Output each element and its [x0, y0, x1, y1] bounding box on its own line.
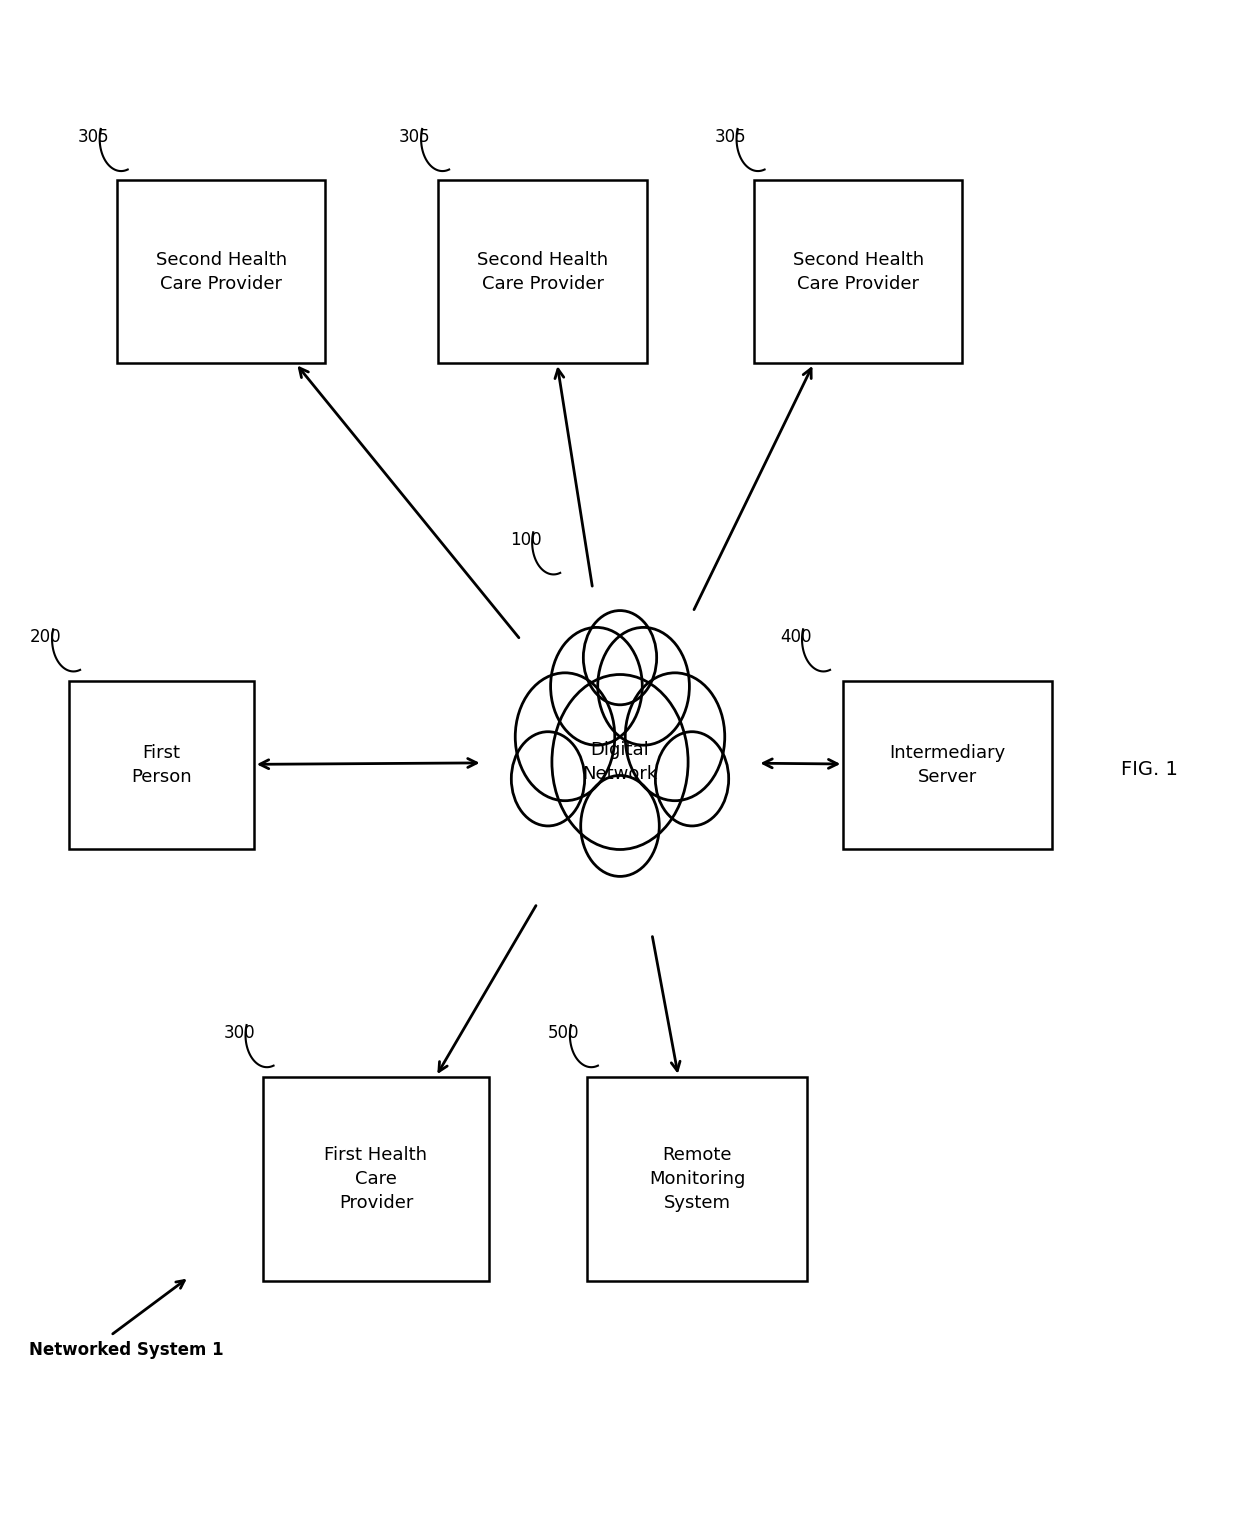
Text: FIG. 1: FIG. 1 [1121, 760, 1178, 779]
Text: 400: 400 [780, 628, 811, 646]
Ellipse shape [583, 611, 657, 704]
Text: 100: 100 [510, 530, 542, 549]
Ellipse shape [656, 732, 729, 826]
Text: 500: 500 [548, 1024, 579, 1042]
Text: First Health
Care
Provider: First Health Care Provider [325, 1146, 428, 1212]
Ellipse shape [625, 672, 724, 800]
FancyBboxPatch shape [843, 681, 1052, 849]
FancyBboxPatch shape [69, 681, 254, 849]
Text: 300: 300 [223, 1024, 255, 1042]
Text: 305: 305 [77, 128, 109, 146]
Text: Second Health
Care Provider: Second Health Care Provider [792, 251, 924, 293]
Text: 305: 305 [399, 128, 430, 146]
Ellipse shape [511, 732, 584, 826]
Text: Remote
Monitoring
System: Remote Monitoring System [650, 1146, 745, 1212]
Text: Intermediary
Server: Intermediary Server [889, 744, 1006, 786]
FancyBboxPatch shape [439, 180, 647, 363]
FancyBboxPatch shape [754, 180, 962, 363]
FancyBboxPatch shape [588, 1076, 807, 1282]
FancyBboxPatch shape [263, 1076, 489, 1282]
Ellipse shape [552, 675, 688, 849]
Ellipse shape [598, 628, 689, 745]
Text: Second Health
Care Provider: Second Health Care Provider [477, 251, 608, 293]
Ellipse shape [551, 628, 642, 745]
Text: 305: 305 [714, 128, 746, 146]
Text: First
Person: First Person [131, 744, 192, 786]
Text: Second Health
Care Provider: Second Health Care Provider [156, 251, 286, 293]
Text: Networked System 1: Networked System 1 [29, 1341, 223, 1359]
Text: 200: 200 [30, 628, 62, 646]
Text: Digital
Network: Digital Network [583, 741, 657, 783]
Ellipse shape [516, 672, 615, 800]
Ellipse shape [580, 776, 660, 876]
FancyBboxPatch shape [117, 180, 325, 363]
